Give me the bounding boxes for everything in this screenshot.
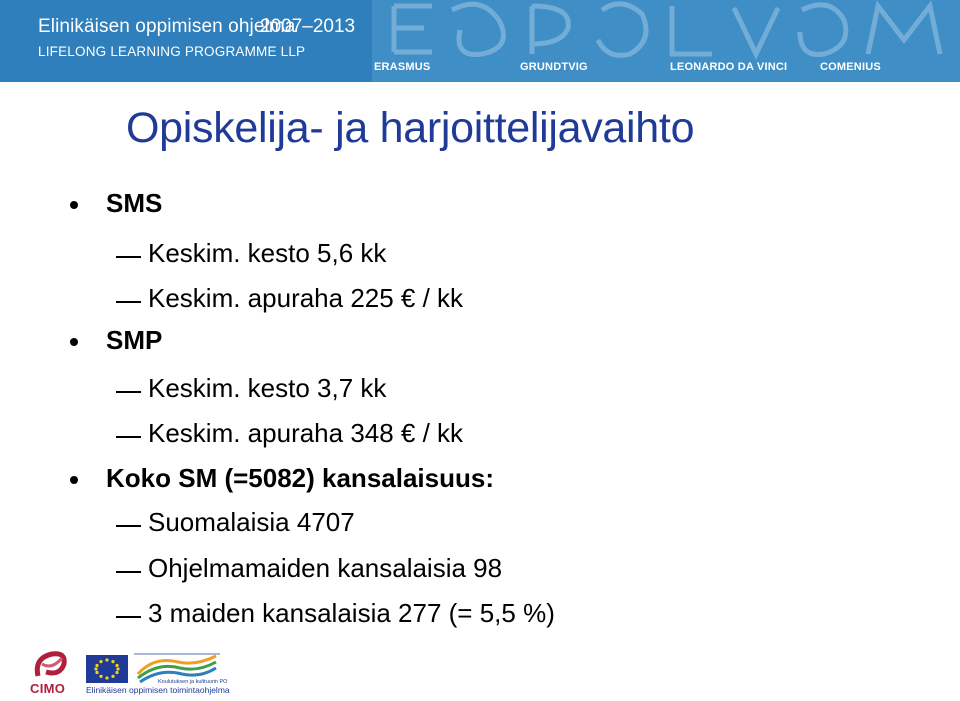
list-item: Suomalaisia 4707 <box>148 507 355 537</box>
bullet-dot-icon <box>70 201 78 209</box>
programme-leonardo: LEONARDO DA VINCI <box>670 61 788 73</box>
dash-icon <box>116 436 141 438</box>
list-item: 3 maiden kansalaisia 277 (= 5,5 %) <box>148 598 555 628</box>
bullet-dot-icon <box>70 338 78 346</box>
list-item: Keskim. apuraha 348 € / kk <box>148 418 464 448</box>
dash-icon <box>116 256 141 258</box>
banner-subtitle: LIFELONG LEARNING PROGRAMME LLP <box>38 44 306 59</box>
banner-decoration-icon <box>391 0 943 60</box>
banner-left-panel <box>0 0 372 82</box>
list-item: Keskim. apuraha 225 € / kk <box>148 283 464 313</box>
slide-title: Opiskelija- ja harjoittelijavaihto <box>126 104 695 152</box>
programme-erasmus: ERASMUS <box>374 61 431 73</box>
list-item: SMP <box>106 325 163 355</box>
footer-caption: Elinikäisen oppimisen toimintaohjelma <box>86 685 230 695</box>
eu-flag-icon <box>86 655 128 683</box>
banner-divider <box>0 82 960 86</box>
dash-icon <box>116 391 141 393</box>
dash-icon <box>116 301 141 303</box>
footer-logos: CIMO Koulutuksen <box>0 648 960 701</box>
list-item: SMS <box>106 188 163 218</box>
cimo-logo-icon <box>34 651 67 677</box>
bullet-dot-icon <box>70 476 78 484</box>
lifelong-learning-logo-icon <box>134 653 220 684</box>
list-item: Ohjelmamaiden kansalaisia 98 <box>148 553 503 583</box>
banner-years: 2007–2013 <box>260 16 356 37</box>
dash-icon <box>116 525 141 527</box>
banner-title: Elinikäisen oppimisen ohjelma <box>38 16 296 37</box>
dash-icon <box>116 571 141 573</box>
dash-icon <box>116 616 141 618</box>
programme-comenius: COMENIUS <box>820 61 881 73</box>
footer-small-caption: Koulutuksen ja kulttuurin PO <box>158 679 228 685</box>
cimo-logo-text: CIMO <box>30 681 66 696</box>
header-banner: Elinikäisen oppimisen ohjelma 2007–2013 … <box>0 0 960 82</box>
list-item: Keskim. kesto 5,6 kk <box>148 238 387 268</box>
list-item: Keskim. kesto 3,7 kk <box>148 373 387 403</box>
list-item: Koko SM (=5082) kansalaisuus: <box>106 463 494 493</box>
programme-grundtvig: GRUNDTVIG <box>520 61 588 73</box>
